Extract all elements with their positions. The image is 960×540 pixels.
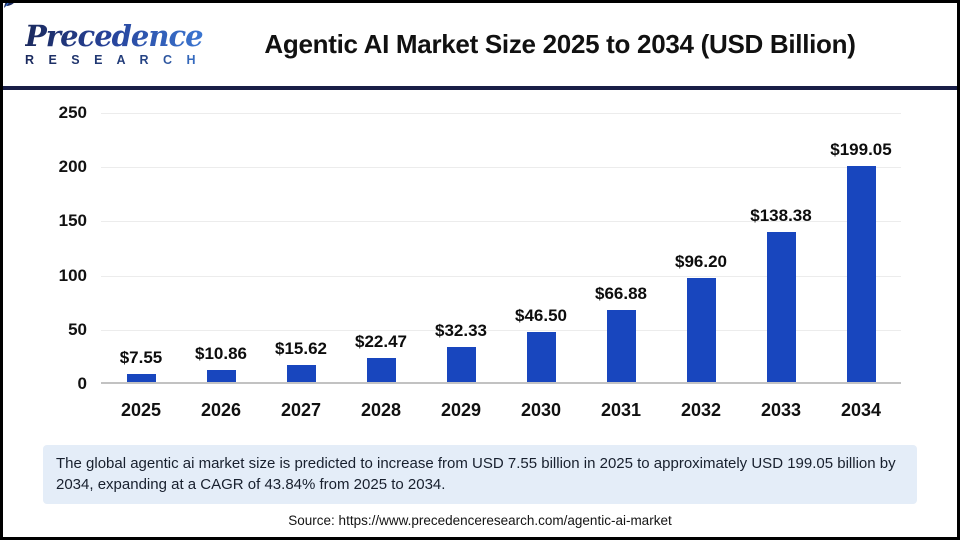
summary-text: The global agentic ai market size is pre… — [56, 455, 896, 494]
bar-value-label: $46.50 — [515, 305, 567, 325]
x-tick-label: 2033 — [760, 400, 802, 420]
bar-2026 — [206, 370, 236, 382]
bar-value-label: $10.86 — [195, 344, 247, 364]
bar-2031 — [606, 309, 636, 382]
y-tick-label: 200 — [58, 157, 87, 177]
x-axis: 2025 2026 2027 2028 2029 2030 2031 2032 2033 2034 — [101, 400, 901, 422]
gridline — [101, 275, 901, 277]
bar-2029 — [446, 346, 476, 382]
bar-value-label: $32.33 — [435, 320, 487, 340]
x-tick-label: 2029 — [440, 400, 482, 420]
gridline — [101, 113, 901, 114]
page-title: Agentic AI Market Size 2025 to 2034 (USD… — [264, 29, 856, 59]
bar-2033 — [766, 232, 796, 382]
y-tick-label: 0 — [77, 374, 87, 393]
gridline — [101, 167, 901, 169]
x-tick-label: 2032 — [680, 400, 722, 420]
bar-value-label: $138.38 — [750, 206, 812, 225]
x-tick-label: 2030 — [520, 400, 562, 420]
x-tick-label: 2026 — [200, 400, 242, 420]
bar-2034 — [846, 166, 876, 382]
x-tick-label: 2028 — [360, 400, 402, 420]
bar-chart: 0 50 100 150 200 250 $7.55 $10.86 $15.62 $22.47 $… — [3, 90, 957, 436]
bar-value-label: $15.62 — [275, 339, 327, 359]
bar-2030 — [526, 331, 556, 382]
bar-column-2028: $22.47 — [341, 113, 421, 382]
leaf-icon — [4, 3, 14, 8]
bar-column-2032: $96.20 — [661, 113, 741, 382]
header: Precedence R E S E A R C H Agentic AI Ma… — [3, 3, 957, 86]
bar-column-2026: $10.86 — [181, 113, 261, 382]
bar-column-2027: $15.62 — [261, 113, 341, 382]
header-divider — [3, 86, 957, 90]
x-tick-label: 2034 — [840, 400, 882, 420]
plot-area: $7.55 $10.86 $15.62 $22.47 $32.33 $46.50 $66.8… — [101, 113, 901, 384]
x-tick-label: 2031 — [600, 400, 642, 420]
bar-2028 — [366, 357, 396, 382]
y-tick-label: 150 — [58, 211, 87, 231]
y-tick-label: 250 — [58, 103, 87, 122]
x-tick-label: 2025 — [120, 400, 162, 420]
summary-box: The global agentic ai market size is pre… — [43, 445, 917, 504]
bar-column-2030: $46.50 — [501, 113, 581, 382]
bar-2025 — [126, 373, 156, 382]
y-tick-label: 100 — [58, 265, 87, 285]
bar-column-2031: $66.88 — [581, 113, 661, 382]
gridline — [101, 221, 901, 223]
bar-column-2025: $7.55 — [101, 113, 181, 382]
y-tick-label: 50 — [68, 319, 87, 339]
bar-value-label: $199.05 — [830, 140, 892, 160]
logo-brand-text: Precedence — [25, 22, 215, 51]
bar-column-2029: $32.33 — [421, 113, 501, 382]
source-line: Source: https://www.precedenceresearch.c… — [288, 512, 672, 528]
gridline — [101, 329, 901, 331]
logo-subtext: R E S E A R C H — [25, 54, 215, 67]
title-wrap: Agentic AI Market Size 2025 to 2034 (USD… — [215, 29, 957, 60]
bar-value-label: $96.20 — [675, 251, 727, 271]
bar-value-label: $7.55 — [119, 347, 163, 367]
x-tick-label: 2027 — [280, 400, 322, 420]
bar-2027 — [286, 365, 316, 382]
bar-column-2033: $138.38 — [741, 113, 821, 382]
bar-value-label: $66.88 — [595, 283, 647, 303]
bar-2032 — [686, 277, 716, 382]
bar-column-2034: $199.05 — [821, 113, 901, 382]
bar-value-label: $22.47 — [355, 331, 407, 351]
precedence-research-logo: Precedence R E S E A R C H — [3, 3, 215, 67]
